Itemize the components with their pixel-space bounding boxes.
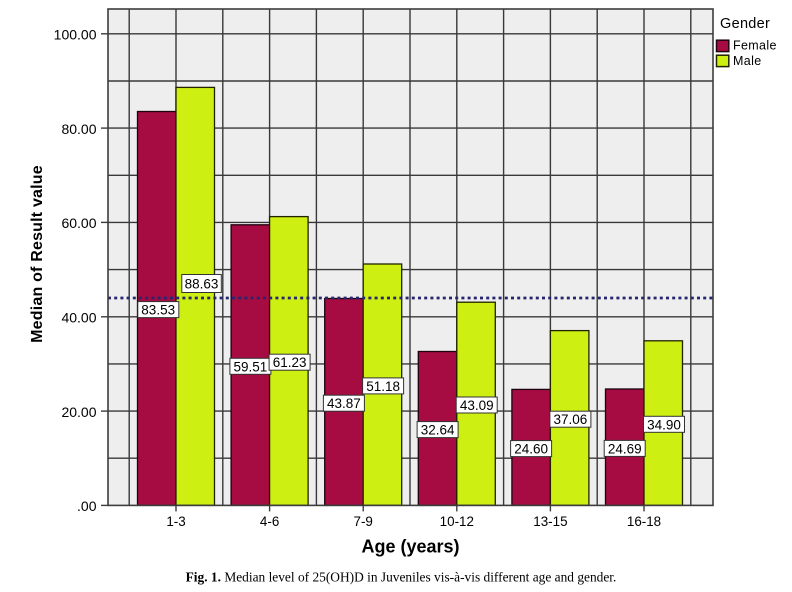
- svg-text:51.18: 51.18: [366, 379, 400, 394]
- svg-text:32.64: 32.64: [421, 423, 455, 438]
- svg-text:Age (years): Age (years): [361, 537, 459, 557]
- svg-text:Median of Result value: Median of Result value: [29, 165, 46, 343]
- svg-text:Fig. 1. Median level of 25(OH): Fig. 1. Median level of 25(OH)D in Juven…: [186, 570, 617, 585]
- svg-text:10-12: 10-12: [440, 514, 474, 529]
- svg-text:.00: .00: [77, 498, 97, 514]
- svg-text:Gender: Gender: [720, 16, 770, 32]
- svg-text:24.60: 24.60: [514, 442, 548, 457]
- svg-text:20.00: 20.00: [61, 404, 96, 420]
- svg-text:34.90: 34.90: [647, 417, 681, 432]
- svg-text:61.23: 61.23: [273, 355, 307, 370]
- svg-text:83.53: 83.53: [141, 303, 175, 318]
- svg-text:4-6: 4-6: [260, 514, 279, 529]
- svg-text:7-9: 7-9: [354, 514, 373, 529]
- svg-text:37.06: 37.06: [554, 412, 588, 427]
- svg-text:40.00: 40.00: [61, 310, 96, 326]
- svg-text:Male: Male: [733, 54, 762, 68]
- svg-text:43.09: 43.09: [460, 398, 494, 413]
- svg-text:100.00: 100.00: [54, 27, 97, 43]
- svg-text:13-15: 13-15: [533, 514, 567, 529]
- svg-text:1-3: 1-3: [166, 514, 185, 529]
- svg-text:16-18: 16-18: [627, 514, 661, 529]
- svg-text:24.69: 24.69: [608, 441, 642, 456]
- svg-text:60.00: 60.00: [61, 215, 96, 231]
- svg-text:43.87: 43.87: [327, 396, 361, 411]
- svg-text:88.63: 88.63: [185, 277, 219, 292]
- svg-text:80.00: 80.00: [61, 121, 96, 137]
- svg-text:59.51: 59.51: [234, 359, 268, 374]
- svg-text:Female: Female: [733, 39, 777, 53]
